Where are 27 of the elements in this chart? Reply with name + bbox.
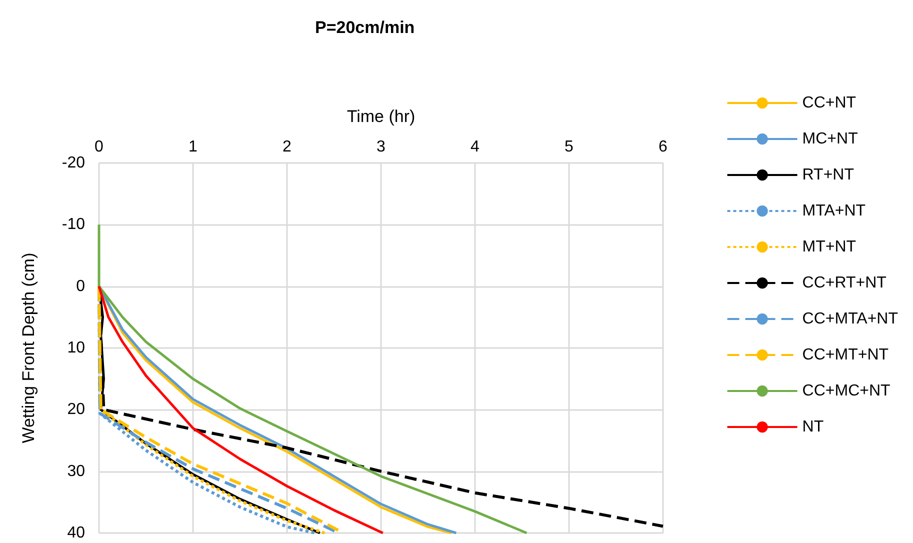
y-tick-label: 30: [67, 462, 86, 480]
y-tick-label: -10: [62, 216, 86, 234]
y-tick-label: 20: [67, 401, 86, 418]
x-tick-label: 1: [188, 138, 198, 156]
x-tick-label: 5: [564, 138, 574, 156]
y-tick-label: 40: [67, 524, 86, 542]
x-tick-label: 4: [470, 138, 480, 156]
x-tick-label: 2: [282, 138, 292, 156]
legend-label: CC+MT+NT: [802, 346, 889, 364]
legend-label: MT+NT: [802, 238, 856, 256]
x-tick-label: 6: [658, 138, 668, 156]
legend-label: RT+NT: [802, 166, 854, 184]
legend-label: MC+NT: [802, 130, 858, 148]
legend-label: CC+NT: [802, 94, 856, 112]
legend-label: CC+MC+NT: [802, 382, 891, 400]
chart-title: P=20cm/min: [315, 18, 415, 37]
legend-label: MTA+NT: [802, 202, 866, 220]
x-tick-label: 3: [376, 138, 386, 156]
y-tick-label: 10: [67, 340, 86, 356]
y-tick-label: -20: [62, 154, 86, 172]
legend-label: CC+RT+NT: [802, 274, 887, 292]
y-tick-label: 0: [76, 278, 86, 295]
legend-label: CC+MTA+NT: [802, 310, 898, 328]
x-tick-label: 0: [94, 138, 104, 156]
y-axis-title: Wetting Front Depth (cm): [19, 252, 38, 444]
legend-label: NT: [802, 418, 824, 436]
x-axis-title: Time (hr): [346, 107, 416, 126]
